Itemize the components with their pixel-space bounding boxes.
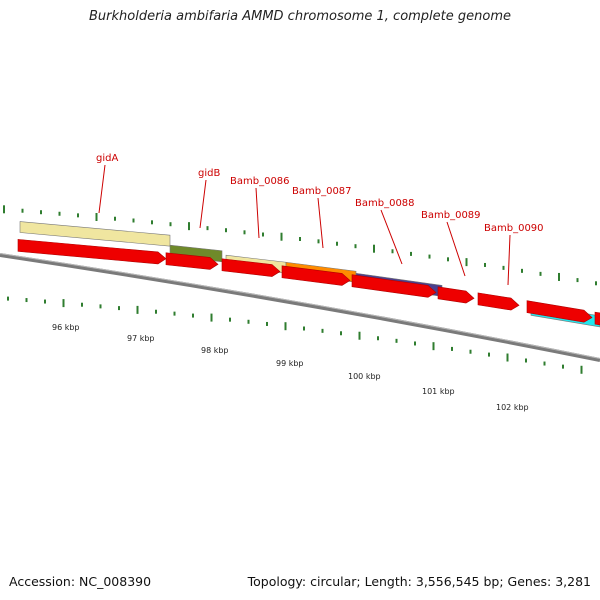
- label-leader-line: [98, 164, 106, 214]
- gene-arrow: [594, 311, 600, 326]
- kbp-label: 100 kbp: [348, 372, 381, 381]
- accession-text: Accession: NC_008390: [9, 574, 152, 589]
- gene-label: Bamb_0089: [421, 210, 481, 221]
- gene-arrow: [526, 300, 593, 323]
- gene-label: gidA: [96, 153, 118, 164]
- label-leader-line: [446, 221, 466, 277]
- label-leader-line: [199, 179, 207, 229]
- gene-arrow: [221, 258, 281, 277]
- lower-tick-track: [7, 296, 583, 374]
- gene-arrow: [17, 239, 167, 265]
- label-leader-line: [255, 187, 260, 239]
- gene-label: Bamb_0087: [292, 186, 352, 197]
- gene-label: Bamb_0086: [230, 176, 290, 187]
- gene-arrows: [17, 239, 600, 326]
- kbp-scale-labels: 96 kbp 97 kbp 98 kbp 99 kbp 100 kbp 101 kbp 10…: [52, 323, 529, 412]
- label-leader-line: [380, 209, 403, 265]
- kbp-label: 96 kbp: [52, 323, 80, 332]
- backbone-highlight: [0, 253, 600, 359]
- kbp-label: 99 kbp: [276, 359, 304, 368]
- gene-label: Bamb_0090: [484, 223, 544, 234]
- gene-label: Bamb_0088: [355, 198, 415, 209]
- gene-arrow: [165, 252, 219, 270]
- gene-arrow: [477, 292, 520, 311]
- kbp-label: 98 kbp: [201, 346, 229, 355]
- gene-arrow: [281, 265, 351, 286]
- label-leader-line: [317, 197, 324, 249]
- gene-arrow: [437, 286, 475, 304]
- gene-label: gidB: [198, 168, 220, 179]
- backbone-line: [0, 253, 600, 362]
- topology-summary-text: Topology: circular; Length: 3,556,545 bp…: [247, 574, 591, 589]
- kbp-label: 97 kbp: [127, 334, 155, 343]
- label-leaders: [98, 164, 511, 286]
- upper-tick-track: [3, 205, 597, 286]
- map-title: Burkholderia ambifaria AMMD chromosome 1…: [88, 9, 512, 24]
- kbp-label: 101 kbp: [422, 387, 455, 396]
- backbone: [0, 253, 600, 362]
- kbp-label: 102 kbp: [496, 403, 529, 412]
- gene-arrow: [351, 274, 437, 298]
- label-leader-line: [507, 234, 511, 286]
